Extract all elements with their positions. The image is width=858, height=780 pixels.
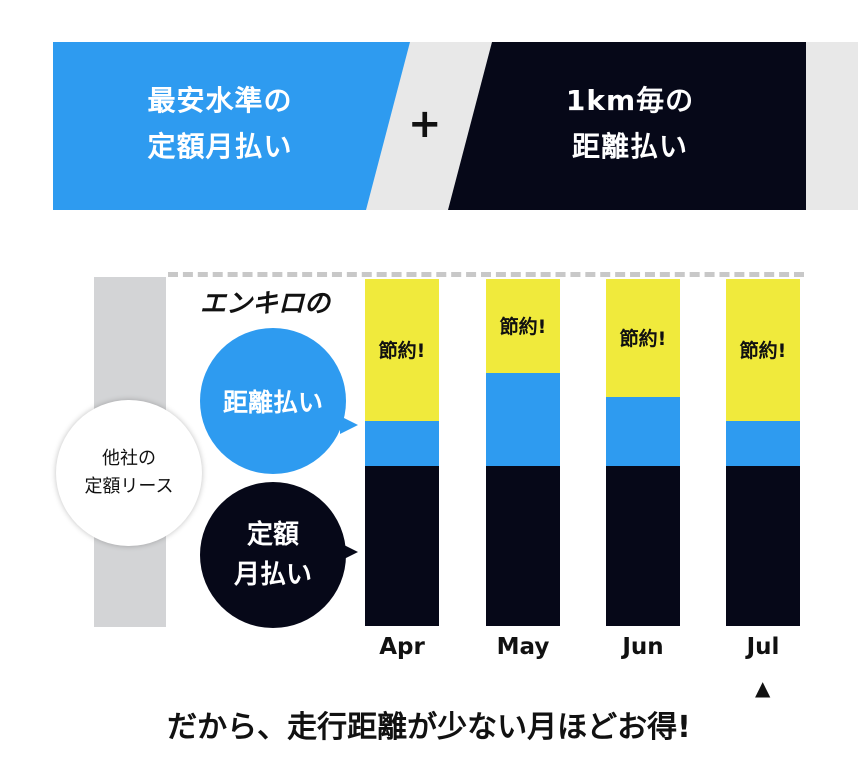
month-label: Apr (379, 634, 425, 660)
brand-logo: エンキロの (200, 283, 330, 320)
distance-bubble-tail (340, 416, 358, 434)
banner-left-line2: 定額月払い (147, 130, 293, 163)
fixed-segment (726, 465, 800, 626)
savings-segment (726, 278, 800, 422)
bar-may: 節約! (486, 278, 560, 626)
banner-background (53, 42, 858, 210)
fixed-segment (606, 465, 680, 626)
fixed-monthly-title: 最安水準の 定額月払い (100, 78, 340, 170)
distance-title: 1km毎の 距離払い (520, 78, 740, 170)
month-label: May (496, 634, 550, 660)
savings-segment (486, 278, 560, 373)
distance-segment (365, 420, 439, 467)
conclusion-text: だから、走行距離が少ない月ほどお得! (167, 710, 691, 745)
other-lease-line1: 他社の (101, 448, 156, 469)
bar-apr: 節約! (365, 278, 439, 626)
banner-right-line2: 距離払い (571, 130, 688, 163)
fixed-segment (486, 465, 560, 626)
banner-left-line1: 最安水準の (147, 84, 293, 117)
savings-segment (606, 278, 680, 397)
month-label: Jul (746, 634, 780, 660)
bar-jun: 節約! (606, 278, 680, 626)
fixed-bubble: 定額 月払い (200, 482, 346, 628)
bar-jul: 節約! (726, 278, 800, 626)
distance-segment (606, 396, 680, 467)
banner-right-line1: 1km毎の (565, 84, 695, 117)
distance-segment (486, 372, 560, 467)
savings-label: 節約! (739, 340, 787, 363)
savings-label: 節約! (619, 327, 667, 350)
arrow-up-icon: ▲ (755, 676, 771, 700)
distance-segment (726, 420, 800, 467)
distance-bubble-text: 距離払い (222, 388, 323, 417)
brand-logo-text: エンキロ (200, 289, 305, 319)
savings-label: 節約! (378, 340, 426, 363)
savings-segment (365, 278, 439, 422)
other-lease-circle: 他社の 定額リース (56, 400, 202, 546)
total-dashed-line (168, 272, 804, 277)
other-lease-line2: 定額リース (84, 476, 174, 497)
fixed-segment (365, 465, 439, 626)
distance-bubble: 距離払い (200, 328, 346, 474)
fixed-bubble-line2: 月払い (233, 560, 312, 590)
savings-label: 節約! (499, 315, 547, 338)
plus-icon: + (408, 101, 442, 147)
month-label: Jun (622, 634, 664, 660)
fixed-bubble-tail (340, 543, 358, 561)
brand-suffix: の (304, 289, 331, 319)
fixed-bubble-line1: 定額 (246, 520, 299, 550)
